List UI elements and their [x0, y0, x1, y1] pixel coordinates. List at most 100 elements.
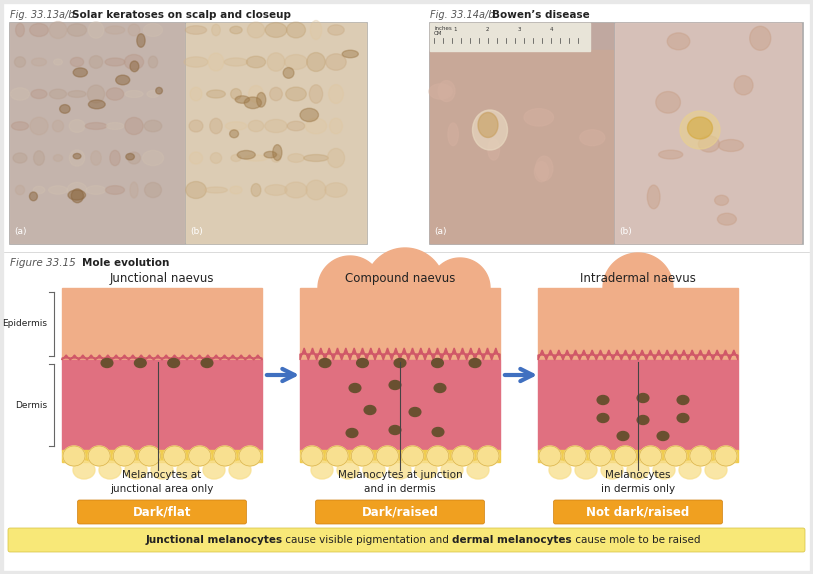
Ellipse shape — [110, 44, 121, 56]
Ellipse shape — [149, 152, 158, 165]
Ellipse shape — [229, 120, 243, 132]
Ellipse shape — [33, 87, 45, 101]
Ellipse shape — [215, 141, 236, 150]
Ellipse shape — [163, 446, 185, 466]
Ellipse shape — [617, 432, 628, 440]
Ellipse shape — [701, 62, 729, 78]
Ellipse shape — [297, 121, 310, 131]
Ellipse shape — [54, 122, 63, 130]
Ellipse shape — [679, 461, 701, 479]
Ellipse shape — [226, 184, 246, 196]
Ellipse shape — [346, 429, 358, 437]
Ellipse shape — [204, 86, 228, 102]
Ellipse shape — [349, 383, 361, 393]
Ellipse shape — [415, 461, 437, 479]
Ellipse shape — [539, 446, 561, 466]
Bar — [538, 360, 738, 450]
Text: Figure 33.15: Figure 33.15 — [10, 258, 76, 268]
Ellipse shape — [106, 193, 121, 206]
Ellipse shape — [67, 150, 87, 165]
Ellipse shape — [389, 461, 411, 479]
Ellipse shape — [467, 461, 489, 479]
Ellipse shape — [705, 461, 727, 479]
Ellipse shape — [70, 102, 85, 113]
Ellipse shape — [185, 27, 207, 33]
Ellipse shape — [124, 121, 145, 131]
Ellipse shape — [653, 461, 675, 479]
Text: cause mole to be raised: cause mole to be raised — [572, 535, 701, 545]
FancyBboxPatch shape — [554, 500, 723, 524]
Ellipse shape — [478, 113, 498, 138]
Ellipse shape — [53, 140, 67, 146]
Text: Mole evolution: Mole evolution — [82, 258, 169, 268]
Ellipse shape — [286, 55, 306, 69]
Text: Fig. 33.13a/b: Fig. 33.13a/b — [10, 10, 75, 20]
Ellipse shape — [549, 163, 559, 177]
Ellipse shape — [680, 167, 692, 180]
Text: (b): (b) — [619, 227, 632, 236]
Text: inches: inches — [434, 26, 452, 31]
Ellipse shape — [364, 405, 376, 414]
Ellipse shape — [303, 26, 328, 34]
Ellipse shape — [177, 461, 199, 479]
Ellipse shape — [330, 56, 341, 68]
Polygon shape — [365, 248, 445, 288]
Ellipse shape — [113, 446, 135, 466]
Bar — [62, 450, 262, 462]
Ellipse shape — [328, 151, 343, 165]
Ellipse shape — [394, 359, 406, 367]
Bar — [62, 360, 262, 450]
Ellipse shape — [77, 100, 92, 111]
Ellipse shape — [13, 56, 27, 68]
Bar — [300, 288, 500, 360]
Ellipse shape — [389, 381, 401, 390]
Ellipse shape — [54, 188, 66, 201]
Ellipse shape — [90, 131, 101, 139]
Bar — [10, 23, 184, 243]
Ellipse shape — [549, 461, 571, 479]
Ellipse shape — [575, 461, 597, 479]
Ellipse shape — [282, 96, 304, 110]
Bar — [62, 288, 262, 360]
Ellipse shape — [247, 20, 265, 40]
Ellipse shape — [47, 174, 63, 188]
Ellipse shape — [10, 123, 30, 129]
Ellipse shape — [327, 25, 346, 36]
Ellipse shape — [251, 57, 260, 67]
Ellipse shape — [287, 21, 306, 38]
Polygon shape — [430, 258, 490, 288]
Ellipse shape — [134, 359, 146, 367]
Ellipse shape — [268, 150, 284, 166]
Text: Dermis: Dermis — [15, 401, 47, 409]
Ellipse shape — [73, 461, 95, 479]
Ellipse shape — [186, 117, 206, 135]
Ellipse shape — [185, 185, 207, 195]
Ellipse shape — [617, 34, 636, 44]
Ellipse shape — [615, 446, 637, 466]
Ellipse shape — [129, 56, 139, 68]
Ellipse shape — [264, 25, 287, 35]
Ellipse shape — [67, 185, 87, 195]
Ellipse shape — [148, 183, 159, 197]
Ellipse shape — [229, 461, 251, 479]
Ellipse shape — [209, 55, 224, 69]
Ellipse shape — [138, 446, 160, 466]
Ellipse shape — [715, 446, 737, 466]
Ellipse shape — [49, 151, 67, 165]
Ellipse shape — [766, 203, 777, 216]
Ellipse shape — [311, 153, 321, 163]
Ellipse shape — [101, 359, 113, 367]
Text: Junctional melanocytes: Junctional melanocytes — [145, 535, 282, 545]
Ellipse shape — [301, 446, 323, 466]
Ellipse shape — [201, 359, 213, 367]
Ellipse shape — [311, 90, 322, 98]
Text: Junctional naevus: Junctional naevus — [110, 272, 215, 285]
Ellipse shape — [31, 121, 46, 131]
Text: 2: 2 — [485, 27, 489, 32]
Ellipse shape — [296, 91, 309, 106]
Ellipse shape — [146, 119, 159, 133]
Bar — [300, 288, 500, 462]
Text: (b): (b) — [190, 227, 202, 236]
Ellipse shape — [224, 24, 249, 36]
Ellipse shape — [247, 181, 264, 199]
